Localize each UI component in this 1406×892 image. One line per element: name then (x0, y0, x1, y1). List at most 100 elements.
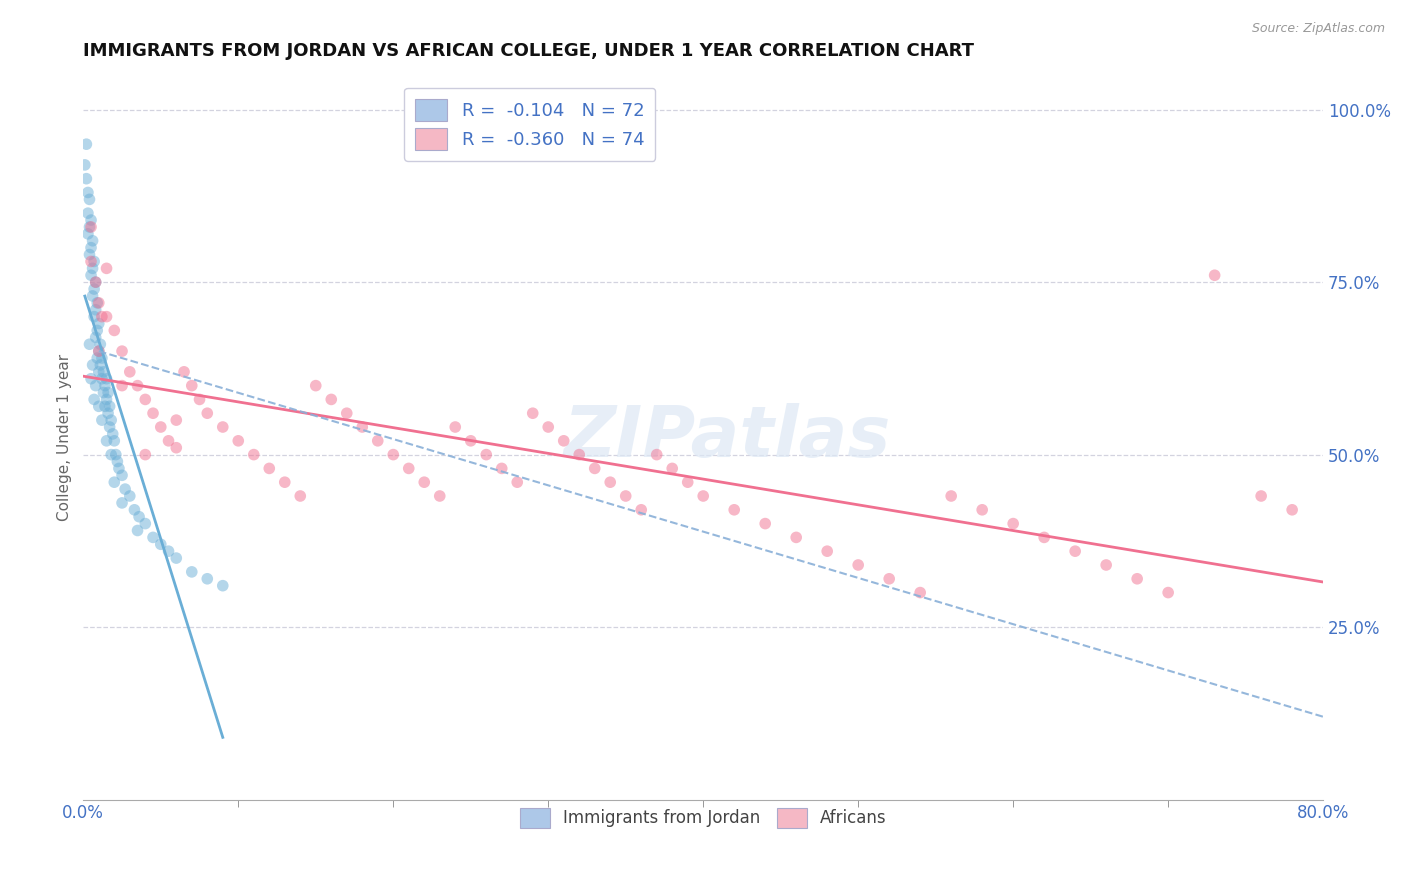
Point (1204, 268, 1226, 283)
Point (111, 344, 134, 359)
Point (87, 296, 110, 310)
Point (142, 530, 165, 544)
Point (90, 413, 112, 427)
Point (87, 344, 110, 359)
Point (180, 378, 202, 392)
Point (211, 579, 233, 593)
Point (96, 434, 118, 448)
Point (877, 572, 900, 586)
Point (180, 565, 202, 579)
Point (165, 551, 187, 566)
Point (101, 426, 124, 441)
Point (80, 254, 103, 268)
Point (444, 420, 467, 434)
Point (87, 400, 110, 414)
Point (94, 378, 117, 392)
Text: Source: ZipAtlas.com: Source: ZipAtlas.com (1251, 22, 1385, 36)
Point (84, 275, 107, 289)
Point (128, 509, 150, 524)
Point (382, 448, 405, 462)
Point (491, 461, 513, 475)
Y-axis label: College, Under 1 year: College, Under 1 year (58, 354, 72, 521)
Point (429, 489, 451, 503)
Point (941, 489, 963, 503)
Point (79, 247, 101, 261)
Point (1033, 530, 1056, 544)
Point (103, 475, 125, 490)
Point (80, 213, 103, 227)
Point (77, 206, 100, 220)
Point (134, 516, 156, 531)
Point (96, 372, 118, 386)
Point (84, 275, 107, 289)
Point (815, 544, 838, 558)
Legend: Immigrants from Jordan, Africans: Immigrants from Jordan, Africans (513, 801, 893, 835)
Point (108, 461, 131, 475)
Point (1157, 585, 1180, 599)
Point (111, 468, 134, 483)
Point (90, 310, 112, 324)
Point (1126, 572, 1149, 586)
Point (90, 351, 112, 365)
Point (75, 137, 97, 152)
Point (157, 434, 180, 448)
Point (165, 413, 187, 427)
Point (367, 434, 389, 448)
Point (173, 365, 195, 379)
Point (90, 372, 112, 386)
Point (79, 337, 101, 351)
Point (321, 392, 343, 407)
Point (568, 448, 591, 462)
Point (84, 302, 107, 317)
Point (111, 378, 134, 392)
Point (84, 378, 107, 392)
Point (111, 496, 134, 510)
Point (460, 434, 482, 448)
Point (165, 441, 187, 455)
Point (127, 378, 149, 392)
Point (188, 392, 211, 407)
Point (124, 503, 146, 517)
Point (583, 461, 606, 475)
Point (1281, 503, 1303, 517)
Point (226, 434, 249, 448)
Point (73, 158, 96, 172)
Point (242, 448, 264, 462)
Point (82, 358, 104, 372)
Point (100, 448, 122, 462)
Point (79, 219, 101, 234)
Point (211, 420, 233, 434)
Point (676, 475, 699, 490)
Point (908, 585, 931, 599)
Point (89, 358, 111, 372)
Point (506, 475, 529, 490)
Point (972, 503, 994, 517)
Point (103, 323, 125, 337)
Point (754, 516, 776, 531)
Point (723, 503, 745, 517)
Point (104, 448, 127, 462)
Point (614, 489, 637, 503)
Point (274, 475, 297, 490)
Point (398, 461, 420, 475)
Point (83, 310, 105, 324)
Point (1064, 544, 1087, 558)
Point (77, 227, 100, 241)
Point (537, 420, 560, 434)
Point (105, 454, 128, 468)
Point (149, 420, 172, 434)
Point (846, 558, 869, 572)
Point (157, 544, 180, 558)
Point (114, 482, 136, 496)
Point (80, 372, 103, 386)
Point (149, 537, 172, 551)
Point (93, 385, 115, 400)
Point (86, 296, 108, 310)
Point (195, 406, 218, 420)
Point (96, 392, 118, 407)
Point (80, 268, 103, 283)
Point (82, 289, 104, 303)
Point (82, 234, 104, 248)
Point (259, 461, 281, 475)
Point (86, 351, 108, 365)
